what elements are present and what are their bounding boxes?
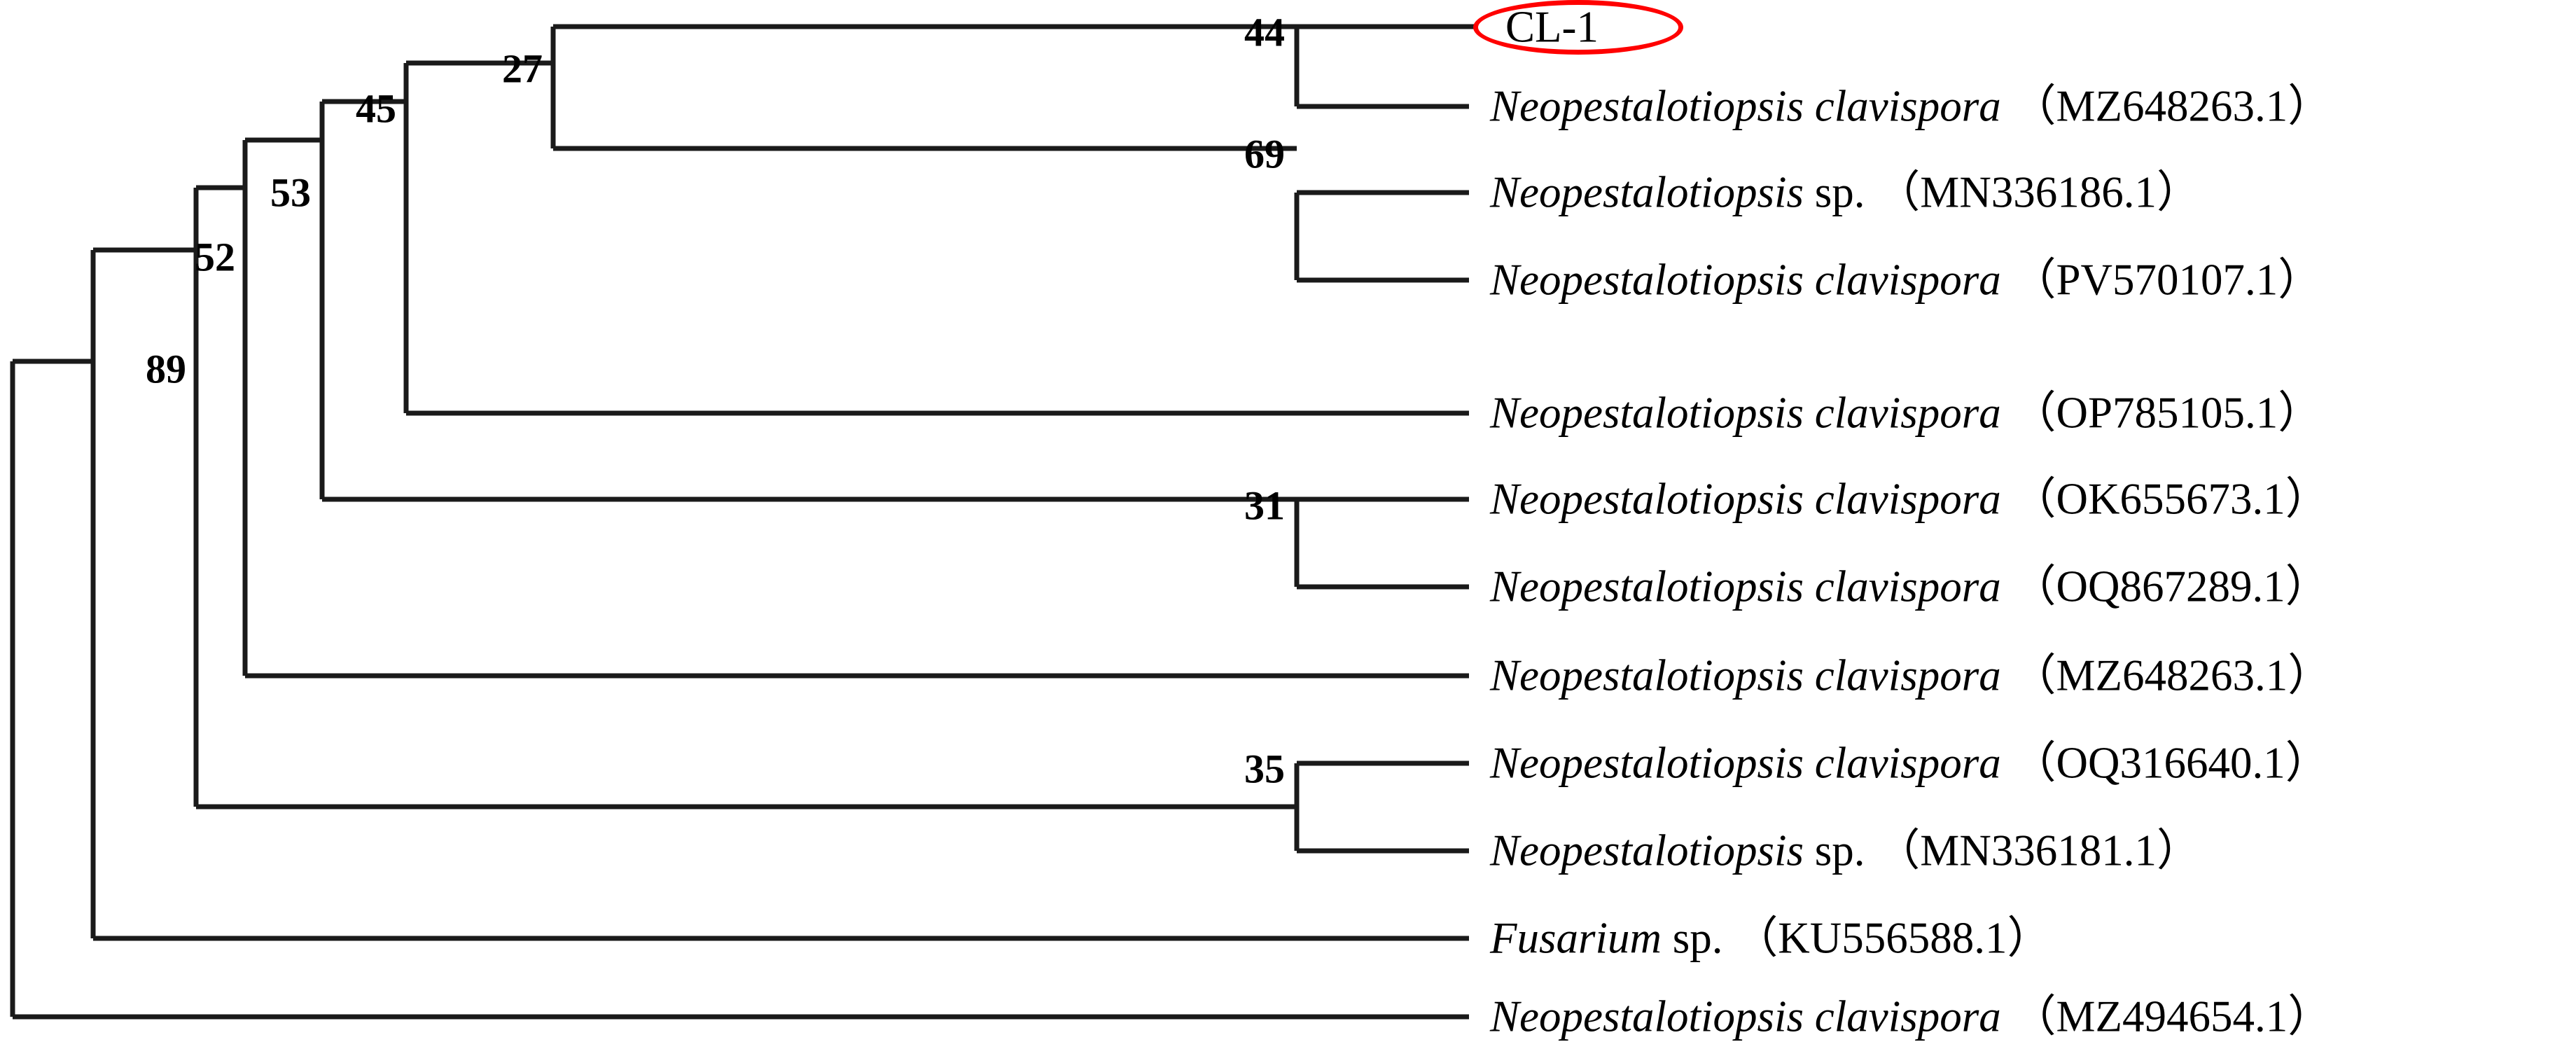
tip-accession: （MN336181.1） <box>1876 826 2201 875</box>
tip-accession: （OK655673.1） <box>2012 474 2330 524</box>
tip-accession: （OP785105.1） <box>2012 388 2323 438</box>
tip-label-row-8: Neopestalotiopsis clavispora （MZ648263.1… <box>1490 651 2332 700</box>
tip-label-row-10: Neopestalotiopsis sp. （MN336181.1） <box>1490 826 2201 875</box>
tip-accession: （OQ867289.1） <box>2012 562 2330 611</box>
tip-label-row-4: Neopestalotiopsis clavispora （PV570107.1… <box>1490 258 2322 303</box>
tip-accession: （OQ316640.1） <box>2012 738 2330 788</box>
tip-label-row-3: Neopestalotiopsis sp. （MN336186.1） <box>1490 167 2201 217</box>
tip-accession: （MZ494654.1） <box>2012 992 2332 1041</box>
bootstrap-label-45: 45 <box>356 85 396 132</box>
tip-genus: Neopestalotiopsis <box>1490 826 1804 875</box>
tip-species: clavispora <box>1814 992 2001 1041</box>
tip-species: clavispora <box>1814 388 2001 438</box>
tip-species-abbrev: sp. <box>1814 167 1865 217</box>
bootstrap-label-27: 27 <box>502 46 543 92</box>
tip-label-row-2: Neopestalotiopsis clavispora （MZ648263.1… <box>1490 81 2332 131</box>
tip-label-row-11: Fusarium sp. （KU556588.1） <box>1490 913 2052 963</box>
tip-accession: （MN336186.1） <box>1876 167 2201 217</box>
tip-label-row-6: Neopestalotiopsis clavispora （OK655673.1… <box>1490 474 2330 524</box>
tip-accession: （MZ648263.1） <box>2012 651 2332 700</box>
tip-species-abbrev: sp. <box>1814 826 1865 875</box>
tip-label-cl-1: CL-1 <box>1505 2 1599 52</box>
tip-accession: （KU556588.1） <box>1734 913 2052 963</box>
tip-genus: Neopestalotiopsis <box>1490 992 1804 1041</box>
tip-species-abbrev: sp. <box>1672 913 1723 963</box>
tip-genus: Neopestalotiopsis <box>1490 562 1804 611</box>
bootstrap-label-53: 53 <box>270 169 311 216</box>
tip-species: clavispora <box>1814 738 2001 788</box>
tip-genus: Neopestalotiopsis <box>1490 388 1804 438</box>
tip-species: clavispora <box>1814 474 2001 524</box>
tip-genus: Neopestalotiopsis <box>1490 255 1804 305</box>
tip-label-row-9: Neopestalotiopsis clavispora （OQ316640.1… <box>1490 738 2330 788</box>
bootstrap-label-44: 44 <box>1244 9 1285 55</box>
tip-species: clavispora <box>1814 562 2001 611</box>
tip-genus: Neopestalotiopsis <box>1490 474 1804 524</box>
tip-label-row-12: Neopestalotiopsis clavispora （MZ494654.1… <box>1490 992 2332 1041</box>
tip-species: clavispora <box>1814 255 2001 305</box>
tip-genus: Neopestalotiopsis <box>1490 81 1804 131</box>
bootstrap-label-69: 69 <box>1244 131 1285 177</box>
tip-species: clavispora <box>1814 81 2001 131</box>
tip-genus: Neopestalotiopsis <box>1490 738 1804 788</box>
tip-genus: Fusarium <box>1490 913 1662 963</box>
bootstrap-label-89: 89 <box>146 346 186 392</box>
tip-accession: （PV570107.1） <box>2012 255 2323 305</box>
tip-genus: Neopestalotiopsis <box>1490 651 1804 700</box>
bootstrap-label-52: 52 <box>195 234 235 280</box>
tip-label-row-5: Neopestalotiopsis clavispora （OP785105.1… <box>1490 391 2322 436</box>
tip-accession: （MZ648263.1） <box>2012 81 2332 131</box>
tip-species: clavispora <box>1814 651 2001 700</box>
tip-label-row-7: Neopestalotiopsis clavispora （OQ867289.1… <box>1490 562 2330 611</box>
tip-genus: Neopestalotiopsis <box>1490 167 1804 217</box>
bootstrap-label-35: 35 <box>1244 746 1285 792</box>
bootstrap-label-31: 31 <box>1244 482 1285 529</box>
